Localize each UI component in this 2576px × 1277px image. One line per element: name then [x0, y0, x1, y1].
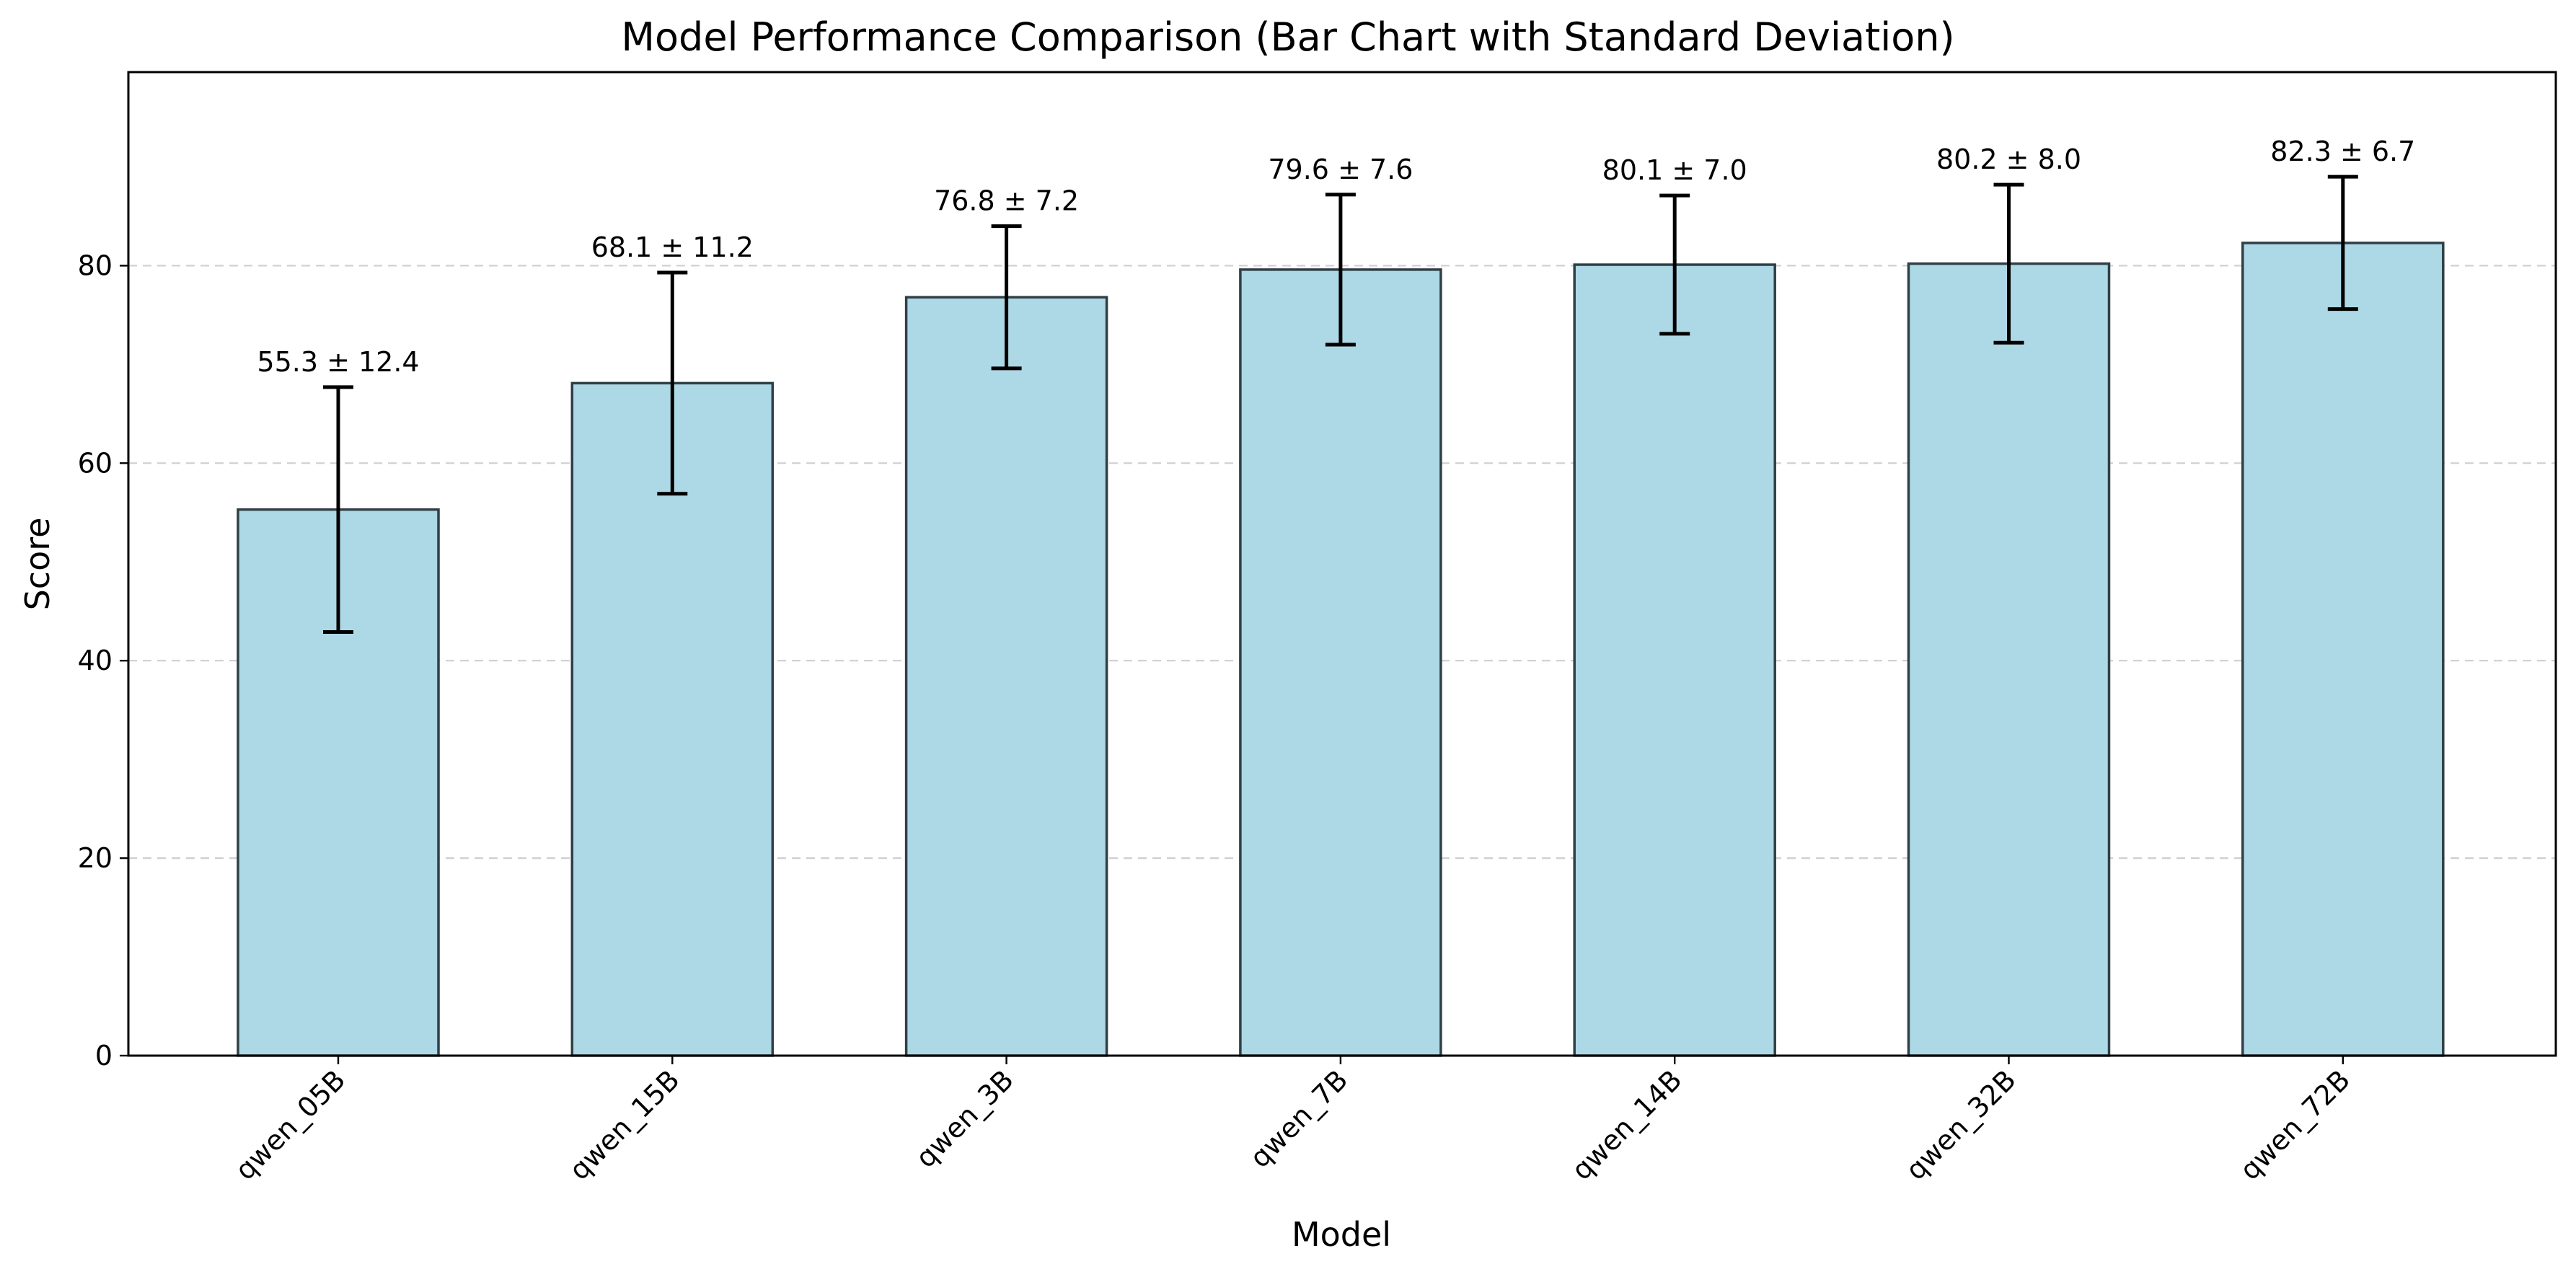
value-label-qwen_3B: 76.8 ± 7.2	[934, 185, 1079, 217]
x-tick-label-qwen_3B: qwen_3B	[909, 1064, 1020, 1174]
value-label-qwen_05B: 55.3 ± 12.4	[257, 346, 419, 378]
x-axis-ticks: qwen_05B qwen_15B qwen_3B qwen_7B qwen_14B qw…	[229, 1056, 2356, 1186]
x-tick-label-qwen_72B: qwen_72B	[2233, 1064, 2356, 1186]
bar-qwen_3B	[904, 296, 1108, 1057]
y-axis-ticks: 0 20 40 60 80	[78, 249, 128, 1071]
x-tick-label-qwen_32B: qwen_32B	[1900, 1064, 2022, 1186]
bar-qwen_7B	[1239, 268, 1442, 1057]
bar-qwen_32B	[1907, 262, 2111, 1057]
error-bars	[323, 174, 2358, 634]
value-label-qwen_14B: 80.1 ± 7.0	[1602, 154, 1747, 186]
y-tick-label: 40	[78, 645, 113, 676]
y-tick-label: 80	[78, 249, 113, 281]
value-label-qwen_32B: 80.2 ± 8.0	[1936, 143, 2081, 175]
value-labels: 55.3 ± 12.4 68.1 ± 11.2 76.8 ± 7.2 79.6 ± 7…	[257, 136, 2415, 378]
x-tick-label-qwen_7B: qwen_7B	[1244, 1064, 1354, 1174]
x-axis-label: Model	[1292, 1215, 1391, 1254]
x-tick-label-qwen_15B: qwen_15B	[563, 1064, 686, 1186]
y-tick-label: 20	[78, 842, 113, 874]
chart-title: Model Performance Comparison (Bar Chart …	[621, 14, 1954, 60]
bars	[237, 242, 2445, 1057]
y-tick-label: 60	[78, 447, 113, 479]
y-axis-label: Score	[18, 518, 57, 611]
value-label-qwen_7B: 79.6 ± 7.6	[1268, 154, 1413, 185]
value-label-qwen_15B: 68.1 ± 11.2	[591, 231, 754, 263]
x-tick-label-qwen_14B: qwen_14B	[1566, 1064, 1688, 1186]
value-label-qwen_72B: 82.3 ± 6.7	[2270, 136, 2415, 167]
bar-qwen_72B	[2241, 242, 2445, 1057]
plot-frame	[127, 71, 2557, 1057]
x-tick-label-qwen_05B: qwen_05B	[229, 1064, 352, 1186]
bar-qwen_14B	[1573, 263, 1776, 1057]
y-tick-label: 0	[95, 1040, 113, 1071]
